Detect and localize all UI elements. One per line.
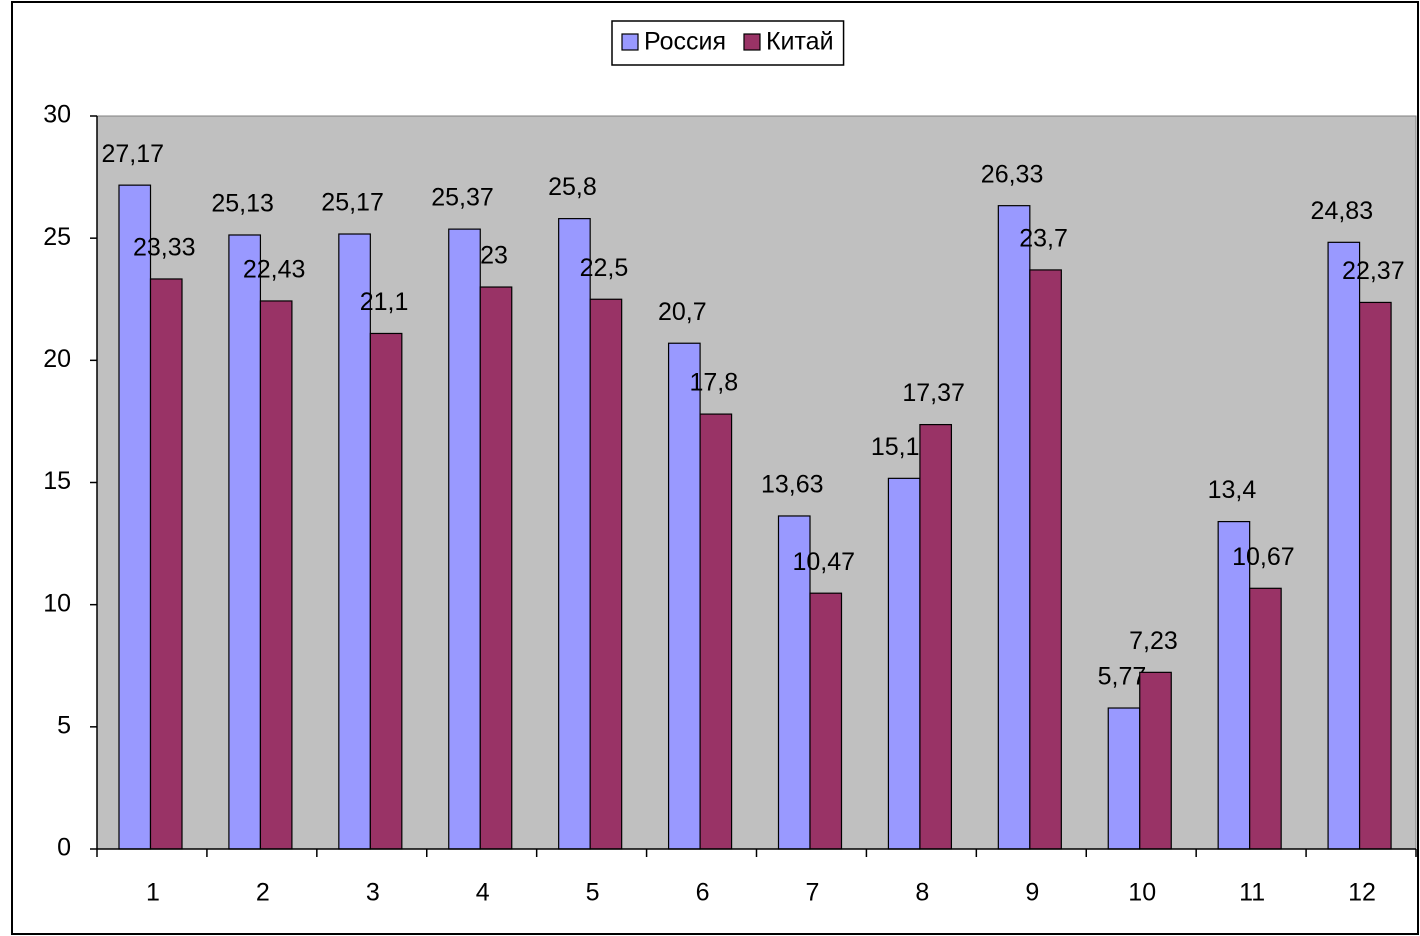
plot-area: [96, 115, 1417, 850]
legend-label: Россия: [644, 28, 726, 56]
bar: [558, 218, 591, 850]
bar: [479, 286, 513, 850]
y-tick-label: 10: [43, 589, 71, 617]
bar: [369, 332, 403, 850]
bar: [997, 205, 1031, 850]
data-label: 26,33: [981, 160, 1044, 188]
x-tick-label: 2: [256, 879, 270, 907]
x-tick-label: 11: [1239, 879, 1265, 907]
x-tick-label: 12: [1348, 879, 1376, 907]
bar: [589, 298, 623, 850]
x-tick-label: 8: [915, 879, 929, 907]
bar: [1358, 301, 1392, 850]
data-label: 25,13: [211, 190, 274, 218]
bar: [1139, 671, 1172, 850]
y-tick-label: 30: [43, 101, 71, 129]
data-label: 22,5: [580, 254, 629, 282]
data-label: 23,33: [133, 234, 196, 262]
bar: [809, 592, 843, 850]
x-tick-label: 6: [696, 879, 710, 907]
bar: [228, 234, 262, 850]
data-label: 10,47: [792, 548, 855, 576]
x-tick-label: 7: [806, 879, 820, 907]
data-label: 23,7: [1019, 225, 1068, 253]
data-label: 7,23: [1129, 627, 1178, 655]
data-label: 5,77: [1098, 663, 1147, 691]
y-tick-label: 0: [57, 834, 71, 862]
x-tick-label: 9: [1025, 879, 1039, 907]
y-tick-label: 20: [43, 345, 71, 373]
bar: [667, 342, 701, 850]
y-tick-label: 15: [43, 467, 71, 495]
data-label: 22,37: [1342, 257, 1405, 285]
bar: [118, 184, 152, 850]
y-tick-label: 5: [57, 711, 71, 739]
legend-swatch: [621, 33, 639, 51]
data-label: 25,8: [548, 173, 597, 201]
data-label: 10,67: [1232, 543, 1295, 571]
data-label: 13,4: [1208, 476, 1257, 504]
data-label: 17,8: [689, 369, 738, 397]
x-tick-label: 5: [586, 879, 600, 907]
data-label: 27,17: [101, 140, 164, 168]
data-label: 25,17: [321, 189, 384, 217]
data-label: 25,37: [431, 184, 494, 212]
bar: [1107, 707, 1141, 850]
x-tick-label: 10: [1128, 879, 1156, 907]
bar: [338, 233, 371, 850]
bar: [1327, 241, 1361, 850]
bar: [149, 278, 183, 850]
data-label: 24,83: [1311, 197, 1374, 225]
y-tick-label: 25: [43, 223, 71, 251]
bar: [1217, 520, 1251, 850]
bar: [1029, 269, 1062, 850]
bar: [448, 228, 481, 850]
x-tick-label: 1: [146, 879, 160, 907]
bar: [259, 300, 293, 850]
bar: [777, 515, 811, 850]
data-label: 13,63: [761, 471, 824, 499]
legend-swatch: [743, 33, 761, 51]
bar: [887, 477, 921, 850]
x-tick-label: 4: [476, 879, 490, 907]
data-label: 20,7: [658, 298, 707, 326]
legend: [611, 20, 845, 66]
data-label: 23: [480, 242, 508, 270]
bar: [699, 413, 733, 850]
bar: [1249, 587, 1282, 850]
data-label: 17,37: [902, 379, 965, 407]
legend-label: Китай: [766, 28, 834, 56]
data-label: 22,43: [243, 256, 306, 284]
x-tick-label: 3: [366, 879, 380, 907]
bar: [919, 423, 953, 850]
data-label: 21,1: [360, 288, 409, 316]
